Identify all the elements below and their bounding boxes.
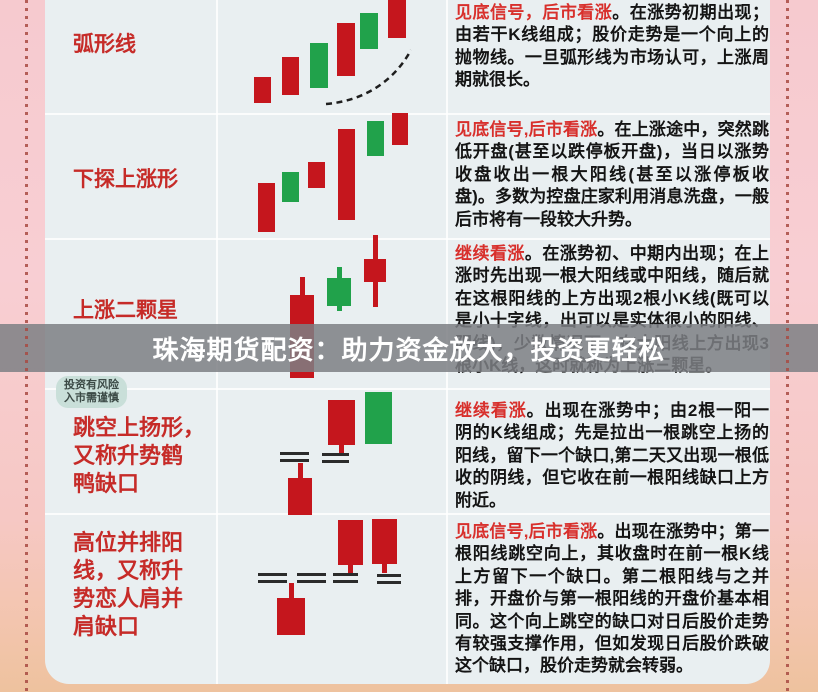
pattern-row-gap-up: 跳空上扬形， 又称升势鹤 鸭缺口 继续看涨。出现在涨势中；由2根一阳一阴的K线组… [45,390,770,515]
risk-line-1: 投资有风险 [64,379,119,391]
risk-line-2: 入市需谨慎 [64,392,119,404]
watermark-banner: 珠海期货配资：助力资金放大，投资更轻松 [0,324,818,372]
risk-disclaimer-badge: 投资有风险 入市需谨慎 [56,376,127,408]
signal-text: 见底信号，后市看涨 [455,3,613,22]
pattern-name: 上涨二颗星 [73,299,178,322]
pattern-name: 下探上涨形 [73,168,178,191]
pattern-name: 跳空上扬形， 又称升势鹤 鸭缺口 [73,415,206,496]
description-body: 。在涨势初期出现；由若干K线组成；股价走势是一个向上的抛物线。一旦弧形线为市场认… [455,3,770,90]
pattern-description: 继续看涨。出现在涨势中；由2根一阳一阴的K线组成；先是拉出一根跳空上扬的阳线，留… [455,400,769,512]
right-dotted-border [786,0,789,692]
watermark-text: 珠海期货配资：助力资金放大，投资更轻松 [152,334,666,365]
description-body: 。在上涨途中，突然跳低开盘(甚至以跌停板开盘)，当日以涨势收盘收出一根大阳线(甚… [455,120,769,229]
left-dotted-border [25,0,28,692]
signal-text: 见底信号,后市看涨 [455,522,598,541]
pattern-description: 见底信号,后市看涨。出现在涨势中；第一根阳线跳空向上，其收盘时在前一根K线上方留… [455,521,769,678]
pattern-name: 弧形线 [73,33,136,56]
pattern-row-dip-then-rise: 下探上涨形 见底信号,后市看涨。在上涨途中，突然跳低开盘(甚至以跌停板开盘)，当… [45,115,770,240]
pattern-description: 见底信号,后市看涨。在上涨途中，突然跳低开盘(甚至以跌停板开盘)，当日以涨势收盘… [455,119,769,231]
pattern-row-arc-line: 弧形线 见底信号，后市看涨。在涨势初期出现；由若干K线组成；股价走势是一个向上的… [45,0,770,115]
signal-text: 继续看涨 [455,244,525,263]
pattern-description: 见底信号，后市看涨。在涨势初期出现；由若干K线组成；股价走势是一个向上的抛物线。… [455,2,769,92]
pattern-row-side-by-side-bull-lines: 高位并排阳 线，又称升 势恋人肩并 肩缺口 见底信号,后市看涨。出现在涨势中；第… [45,515,770,684]
description-body: 。出现在涨势中；第一根阳线跳空向上，其收盘时在前一根K线上方留下一个缺口。第二根… [455,522,769,676]
signal-text: 见底信号,后市看涨 [455,120,598,139]
description-body: 。出现在涨势中；由2根一阳一阴的K线组成；先是拉出一根跳空上扬的阳线，留下一个缺… [455,401,769,510]
pattern-name: 高位并排阳 线，又称升 势恋人肩并 肩缺口 [73,530,184,639]
signal-text: 继续看涨 [455,401,527,420]
